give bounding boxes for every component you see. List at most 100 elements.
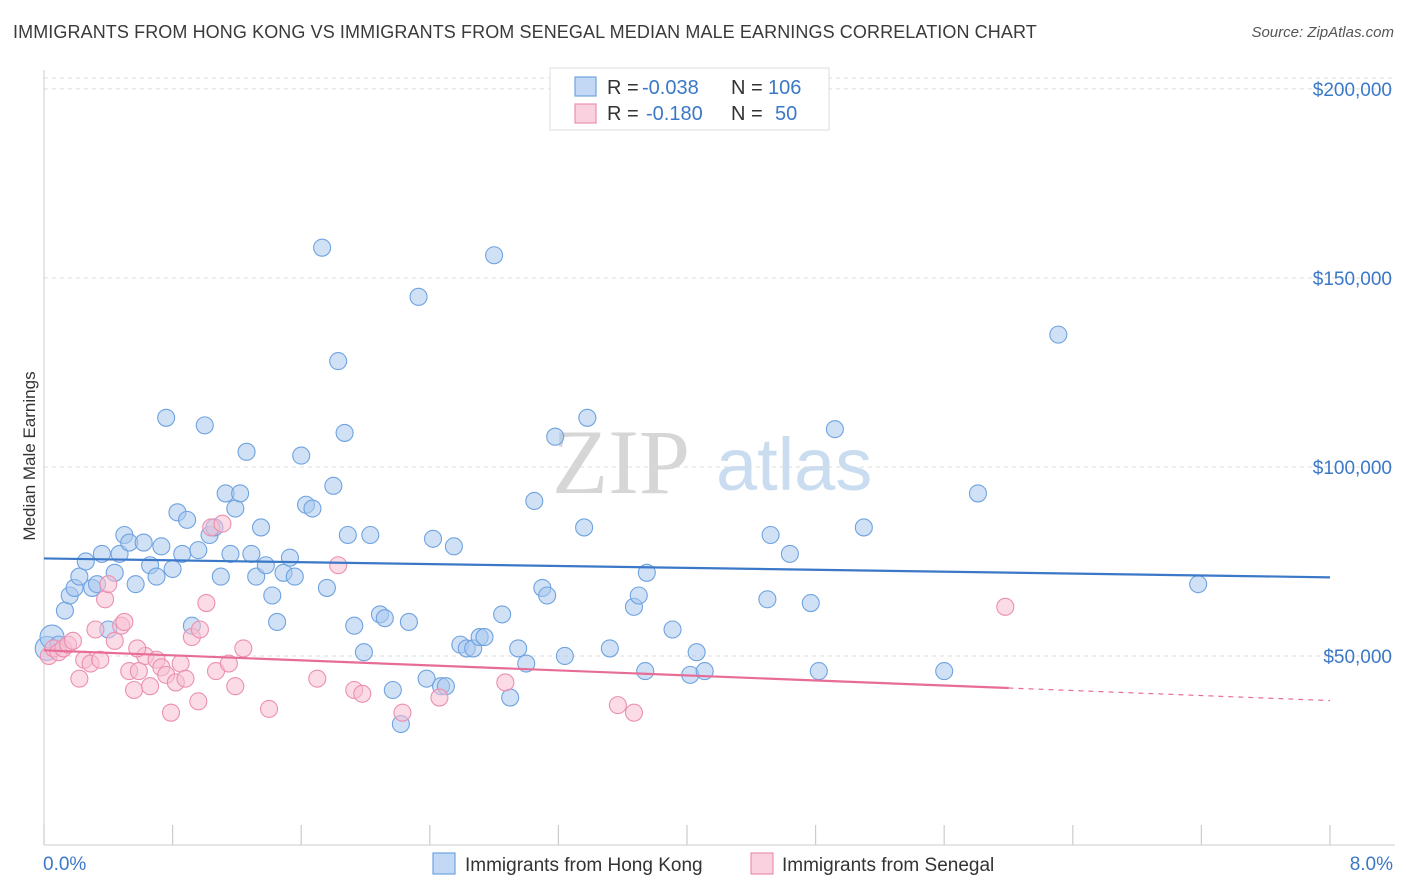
senegal-point [259,699,279,718]
watermark-zip: ZIP [552,411,690,513]
senegal-point [430,688,449,707]
legend-hong-kong-label: Immigrants from Hong Kong [465,855,703,876]
y-tick-labels: $50,000 $100,000 $150,000 $200,000 [1313,80,1392,668]
legend-senegal-swatch [750,852,774,875]
hong-kong-point [383,680,402,700]
y-tick-label: $200,000 [1313,80,1392,101]
hong-kong-point [157,408,176,427]
hong-kong-point [147,567,166,586]
senegal-point [124,680,144,700]
hong-kong-point [292,446,311,465]
senegal-point [141,677,160,696]
source-label: Source: ZipAtlas.com [1251,24,1394,41]
hong-kong-point [152,537,171,556]
hong-kong-point [761,525,780,545]
senegal-point [99,575,118,594]
hong-kong-point [280,548,299,567]
hong-kong-point [509,639,528,658]
x-tick-labels: 0.0% 8.0% [43,854,1393,875]
y-tick-label: $150,000 [1313,269,1392,290]
hong-kong-point [354,643,373,662]
hong-kong-point [285,567,304,586]
hong-kong-point [221,544,240,563]
hong-kong-point [76,552,95,571]
hong-kong-point [637,563,656,582]
senegal-point [219,654,238,673]
senegal-point [308,669,327,688]
stats-r-value-sn: -0.180 [646,103,703,125]
x-tick-label: 8.0% [1350,854,1393,875]
hong-kong-point [493,605,512,624]
senegal-point [91,650,110,669]
hong-kong-point [525,491,544,511]
x-tick-label: 0.0% [43,854,86,875]
series-senegal-points [39,514,1015,722]
hong-kong-point [1049,325,1068,344]
series-hong-kong-points [34,238,1208,734]
y-tick-label: $50,000 [1323,647,1392,668]
senegal-point [353,684,372,703]
stats-legend: R = -0.038 N = 106 R = -0.180 N = 50 [549,67,830,131]
hong-kong-point [329,352,348,371]
legend-senegal-label: Immigrants from Senegal [782,855,994,876]
hong-kong-point [317,578,336,597]
stats-n-label-hk: N = [731,77,763,99]
hong-kong-point [338,525,357,545]
hong-kong-point [226,499,245,518]
hong-kong-point [178,510,197,529]
hong-kong-point [375,609,394,628]
senegal-point [70,669,89,688]
hong-kong-point [1189,575,1208,594]
hong-kong-point [663,620,682,639]
hong-kong-point [780,544,799,563]
hong-kong-point [485,246,504,265]
stats-n-value-sn: 50 [775,103,797,125]
senegal-point [129,662,148,681]
hong-kong-point [263,586,282,605]
hong-kong-point [335,423,354,442]
hong-kong-point [399,612,418,632]
y-axis-label: Median Male Earnings [20,371,39,540]
hong-kong-point [801,593,820,613]
hong-kong-point [636,662,655,681]
hong-kong-point [854,518,873,537]
hong-kong-swatch [574,76,597,97]
trend-lines [43,557,1331,702]
hong-kong-point [809,662,828,681]
senegal-point [496,673,515,692]
senegal-point [63,631,82,650]
hong-kong-point [600,639,619,658]
hong-kong-point [324,476,343,495]
hong-kong-point [417,669,436,688]
senegal-point [226,677,245,696]
senegal-point [115,612,134,632]
hong-kong-trend-line [43,557,1331,579]
hong-kong-point [538,586,557,605]
chart-title: IMMIGRANTS FROM HONG KONG VS IMMIGRANTS … [13,22,1037,42]
senegal-point [213,514,232,533]
senegal-swatch [574,103,597,124]
hong-kong-point [687,643,706,662]
senegal-point [329,556,348,575]
senegal-trend-extension [1008,687,1331,702]
stats-n-value-hk: 106 [768,77,801,99]
hong-kong-point [555,646,574,666]
senegal-point [624,703,644,722]
senegal-point [86,620,105,639]
senegal-point [161,703,181,722]
senegal-trend-line [43,649,1009,690]
stats-r-label-hk: R = [607,77,639,99]
hong-kong-point [195,416,214,435]
hong-kong-point [189,541,208,560]
hong-kong-point [303,499,322,518]
hong-kong-point [629,586,648,605]
hong-kong-point [475,628,494,647]
hong-kong-point [546,427,565,446]
hong-kong-point [758,590,777,609]
watermark-atlas: atlas [716,423,872,506]
hong-kong-point [313,238,332,257]
senegal-point [190,620,209,639]
hong-kong-point [242,544,261,563]
hong-kong-point [211,567,230,586]
